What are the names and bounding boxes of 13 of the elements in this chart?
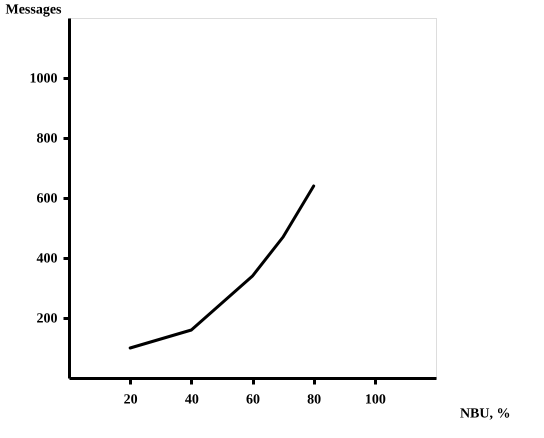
x-tick-label: 20: [124, 392, 138, 408]
x-tick-label: 60: [246, 392, 260, 408]
y-tick-label: 800: [36, 132, 58, 146]
y-tick-label: 1000: [30, 72, 58, 86]
y-tick-label: 400: [36, 252, 58, 266]
x-tick-label: 40: [184, 392, 199, 408]
line-series: [128, 184, 316, 350]
x-axis-title: NBU, %: [460, 406, 510, 422]
x-tick-label: 100: [364, 392, 386, 408]
y-tick-label: 600: [36, 192, 58, 206]
y-axis-title: Messages: [6, 2, 62, 18]
x-tick-label: 80: [307, 392, 322, 408]
y-tick-label: 200: [36, 312, 58, 326]
